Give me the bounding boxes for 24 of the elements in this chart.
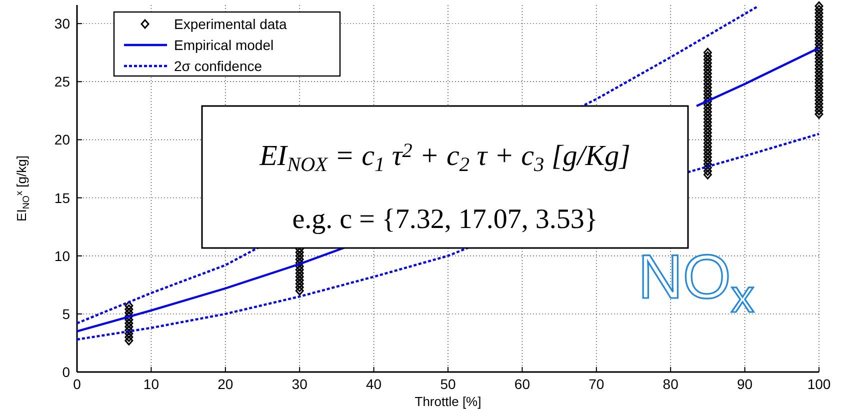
x-axis-title: Throttle [%] [414,394,482,409]
x-tick-label: 50 [440,376,456,392]
y-tick-label: 5 [62,306,70,322]
x-tick-label: 80 [662,376,679,392]
x-tick-label: 0 [73,376,82,392]
annotation: e.g. c = {7.32, 17.07, 3.53} [292,204,598,235]
x-tick-label: 30 [292,376,308,392]
x-tick-label: 40 [366,376,382,392]
x-tick-label: 90 [737,376,753,392]
legend-label: Empirical model [174,37,274,53]
x-tick-label: 10 [143,376,160,392]
x-tick-label: 60 [514,376,530,392]
legend-label: 2σ confidence [174,58,262,74]
y-tick-label: 25 [54,74,70,90]
formula-box: EI$_{NOX}$ = c$_{1}$ τ$^{2}$ + c$_{2}$ τ + c$_{3}$ [g/Kg] e.g. c = {7.32, 17.07, 3.53} [201,105,689,249]
y-tick-label: 10 [54,248,70,264]
y-tick-label: 30 [54,16,70,32]
y-tick-label: 20 [54,132,70,148]
y-tick-label: 15 [54,190,70,206]
legend-label: Experimental data [174,16,288,32]
x-tick-label: 20 [218,376,234,392]
x-tick-label: 100 [807,376,831,392]
x-tick-label: 70 [588,376,604,392]
y-tick-label: 0 [62,364,70,380]
